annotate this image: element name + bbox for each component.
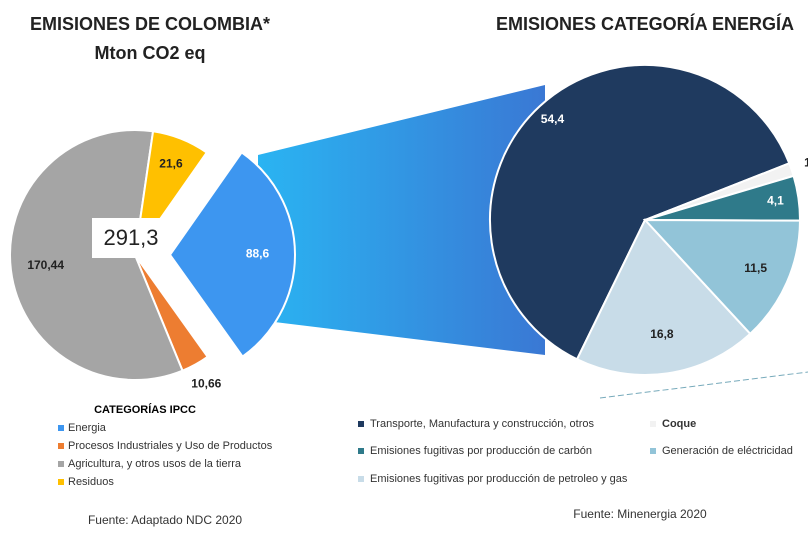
legend-title: CATEGORÍAS IPCC [94, 403, 196, 416]
pie-slice [642, 218, 802, 336]
source: Fuente: Minenergia 2020 [573, 507, 707, 521]
data-label: 21,6 [159, 157, 183, 171]
data-label: 88,6 [246, 247, 270, 261]
legend-swatch [58, 461, 64, 467]
legend-swatch [58, 425, 64, 431]
legend-swatch [358, 476, 364, 482]
legend-swatch [650, 421, 656, 427]
legend-label: Transporte, Manufactura y construcción, … [370, 418, 594, 430]
legend-label: Procesos Industriales y Uso de Productos [68, 440, 273, 452]
pie-slice [489, 64, 791, 361]
data-label: 170,44 [27, 258, 64, 272]
pie-slice [575, 218, 752, 376]
center-box [92, 218, 170, 258]
data-label: 54,4 [541, 112, 565, 126]
legend-label: Emisiones fugitivas por producción de pe… [370, 473, 628, 485]
center-label: 291,3 [103, 225, 158, 250]
data-label: 10,66 [191, 376, 221, 390]
connector [258, 85, 545, 355]
legend-label: Agricultura, y otros usos de la tierra [68, 458, 242, 470]
legend-swatch [58, 479, 64, 485]
chart-title: EMISIONES CATEGORÍA ENERGÍA [496, 13, 794, 34]
pie-slice [168, 151, 296, 358]
data-label: 1, [804, 156, 808, 170]
chart-subtitle: Mton CO2 eq [95, 43, 206, 63]
legend-swatch [58, 443, 64, 449]
data-label: 16,8 [650, 327, 674, 341]
chart-title: EMISIONES DE COLOMBIA* [30, 14, 270, 34]
legend-label: Energia [68, 422, 107, 434]
legend-label: Coque [662, 418, 696, 430]
legend-swatch [358, 421, 364, 427]
data-label: 11,5 [744, 261, 767, 275]
decor-line [599, 371, 808, 399]
legend-label: Generación de eléctricidad [662, 445, 793, 457]
data-label: 4,1 [767, 193, 784, 207]
legend-swatch [650, 448, 656, 454]
source: Fuente: Adaptado NDC 2020 [88, 513, 242, 527]
legend-label: Emisiones fugitivas por producción de ca… [370, 445, 592, 457]
legend-swatch [358, 448, 364, 454]
legend-label: Residuos [68, 476, 114, 488]
